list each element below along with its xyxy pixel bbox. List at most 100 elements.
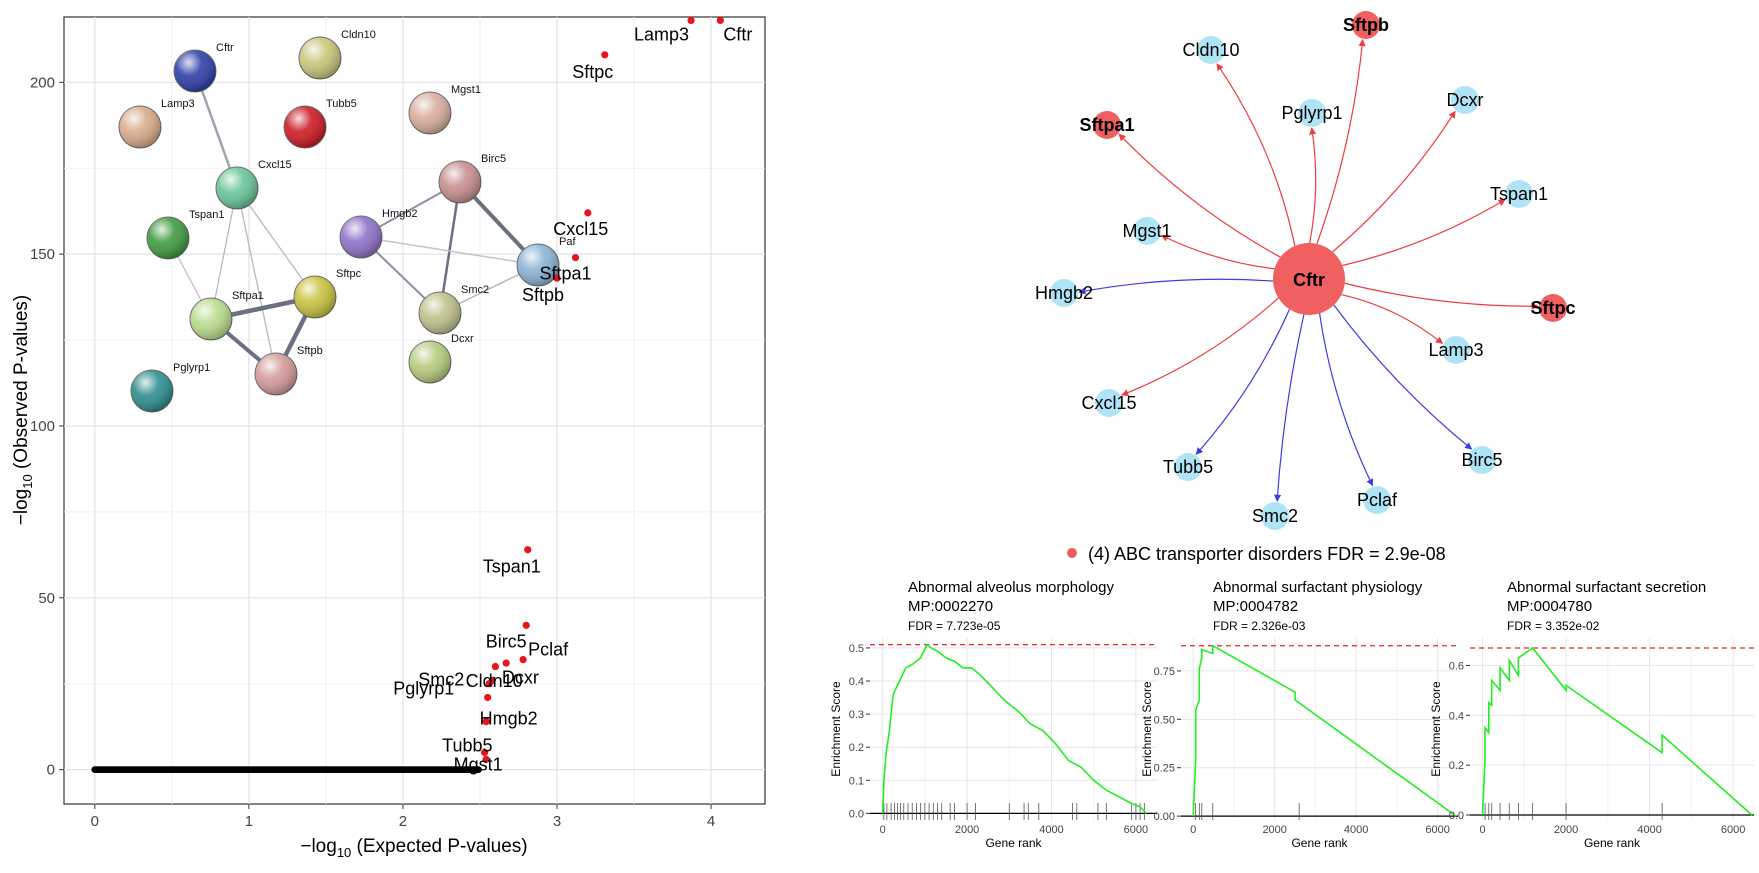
inset-node-label: Tspan1 bbox=[189, 209, 224, 221]
qq-point-label: Sftpb bbox=[522, 285, 564, 305]
qq-point-label: Cftr bbox=[723, 24, 752, 44]
network-node-label: Sftpb bbox=[1343, 15, 1389, 35]
gsea-x-tick-label: 6000 bbox=[1721, 824, 1745, 836]
qq-plot-panel bbox=[63, 16, 766, 805]
inset-node-label: Sftpc bbox=[336, 268, 362, 280]
inset-node-shine bbox=[439, 161, 481, 203]
qq-point-label: Cxcl15 bbox=[553, 219, 608, 239]
inset-node-label: Pglyrp1 bbox=[173, 362, 210, 374]
network-edge-dcxr bbox=[1332, 110, 1456, 253]
inset-edge bbox=[438, 181, 462, 314]
inset-node-label: Cldn10 bbox=[341, 29, 376, 41]
gsea-x-tick-label: 2000 bbox=[955, 824, 979, 836]
inset-node-label: Sftpa1 bbox=[232, 290, 264, 302]
gsea-fdr-label: FDR = 2.326e-03 bbox=[1213, 619, 1306, 633]
qq-y-tick-label: 100 bbox=[30, 418, 55, 435]
qq-point-significant bbox=[481, 748, 489, 757]
network-edge-mgst1 bbox=[1160, 234, 1275, 270]
network-node-label: Cxcl15 bbox=[1081, 393, 1136, 413]
inset-node-label: Cftr bbox=[216, 42, 234, 54]
gsea-y-tick-label: 0.75 bbox=[1154, 666, 1175, 678]
gsea-y-axis-label: Enrichment Score bbox=[1429, 681, 1443, 777]
gsea-enrichment-curve bbox=[881, 643, 1147, 814]
network-edge-sftpb bbox=[1316, 38, 1366, 245]
network-edge-smc2 bbox=[1273, 314, 1305, 502]
inset-node-shine bbox=[216, 167, 258, 209]
network-node-dcxr bbox=[1451, 86, 1479, 114]
network-center-node bbox=[1273, 243, 1345, 315]
gsea-x-axis-label: Gene rank bbox=[1291, 836, 1348, 850]
gsea-y-tick-label: 0.4 bbox=[1449, 710, 1464, 722]
gsea-y-tick-label: 0.25 bbox=[1154, 763, 1175, 775]
network-node-label: Birc5 bbox=[1461, 450, 1502, 470]
network-node-cldn10 bbox=[1197, 36, 1225, 64]
network-edge-tspan1 bbox=[1342, 199, 1506, 267]
gsea-title: Abnormal alveolus morphology bbox=[908, 579, 1114, 596]
inset-node-shine bbox=[340, 216, 382, 258]
gsea-y-tick-label: 0.1 bbox=[849, 775, 864, 787]
inset-edge bbox=[236, 187, 316, 298]
inset-node-label: Birc5 bbox=[481, 153, 506, 165]
gsea-title: Abnormal surfactant secretion bbox=[1507, 579, 1706, 596]
qq-point-significant bbox=[519, 656, 527, 664]
qq-point-significant bbox=[524, 546, 532, 554]
network-node-label: Dcxr bbox=[1447, 90, 1484, 110]
inset-node-shine bbox=[419, 292, 461, 334]
qq-point-significant bbox=[522, 621, 530, 629]
qq-point-label: Birc5 bbox=[486, 631, 527, 651]
gsea-enrichment-curve bbox=[1481, 646, 1753, 816]
network-center-label: Cftr bbox=[1293, 270, 1325, 290]
gsea-y-tick-label: 0.3 bbox=[849, 709, 864, 721]
qq-data-points bbox=[91, 16, 724, 774]
network-edge-lamp3 bbox=[1341, 294, 1444, 344]
qq-point-label: Mgst1 bbox=[454, 754, 503, 774]
gsea-y-axis-label: Enrichment Score bbox=[829, 681, 843, 777]
qq-x-tick-label: 1 bbox=[245, 813, 253, 830]
qq-point-label: Sftpa1 bbox=[539, 264, 591, 284]
network-edge-sftpc bbox=[1344, 282, 1539, 310]
network-node-hmgb2 bbox=[1050, 279, 1078, 307]
gsea-y-tick-label: 0.6 bbox=[1449, 660, 1464, 672]
gsea-y-tick-label: 0.4 bbox=[849, 676, 864, 688]
network-node-sftpa1 bbox=[1093, 111, 1121, 139]
gsea-plot-surfactant-physiology: Abnormal surfactant physiology MP:0004782… bbox=[1140, 579, 1458, 850]
qq-point-label: Smc2 bbox=[418, 669, 464, 689]
qq-x-axis-label: −log10 (Expected P-values) bbox=[300, 836, 527, 860]
inset-node-label: Sftpb bbox=[297, 345, 323, 357]
network-edge-pclaf bbox=[1318, 313, 1374, 487]
network-node-birc5 bbox=[1468, 446, 1496, 474]
qq-point-label: Hmgb2 bbox=[480, 708, 538, 728]
qq-point-label: Dcxr bbox=[502, 668, 539, 688]
gsea-x-tick-label: 0 bbox=[1190, 824, 1196, 836]
inset-node-shine bbox=[190, 298, 232, 340]
qq-point-significant bbox=[584, 209, 592, 217]
qq-y-tick-label: 0 bbox=[47, 762, 55, 779]
gsea-fdr-label: FDR = 3.352e-02 bbox=[1507, 619, 1600, 633]
gsea-y-tick-label: 0.5 bbox=[849, 643, 864, 655]
inset-edge bbox=[236, 187, 277, 375]
network-edge-hmgb2 bbox=[1078, 278, 1274, 295]
gsea-x-tick-label: 4000 bbox=[1344, 824, 1368, 836]
qq-x-tick-label: 4 bbox=[707, 813, 715, 830]
qq-point-significant bbox=[687, 16, 695, 25]
qq-point-significant bbox=[716, 16, 724, 25]
gsea-title: Abnormal surfactant physiology bbox=[1213, 579, 1423, 596]
network-node-sftpc bbox=[1539, 294, 1567, 322]
gsea-y-tick-label: 0.2 bbox=[849, 742, 864, 754]
qq-point-label: Cldn10 bbox=[466, 671, 523, 691]
network-edge-sftpa1 bbox=[1118, 133, 1281, 258]
network-node-pglyrp1 bbox=[1298, 99, 1326, 127]
inset-edge bbox=[360, 236, 539, 266]
inset-node-label: Smc2 bbox=[461, 284, 489, 296]
qq-point-significant bbox=[484, 693, 492, 702]
network-node-label: Pglyrp1 bbox=[1281, 103, 1342, 123]
gsea-x-axis-label: Gene rank bbox=[1584, 836, 1641, 850]
gsea-y-tick-label: 0.50 bbox=[1154, 714, 1175, 726]
network-legend: (4) ABC transporter disorders FDR = 2.9e… bbox=[1067, 544, 1446, 564]
gsea-x-axis-label: Gene rank bbox=[985, 836, 1042, 850]
network-node-label: Hmgb2 bbox=[1035, 283, 1093, 303]
inset-node-shine bbox=[174, 50, 216, 92]
network-node-cxcl15 bbox=[1095, 389, 1123, 417]
